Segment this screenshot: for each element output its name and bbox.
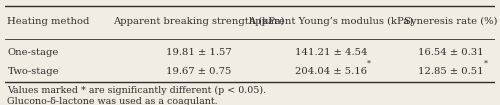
Text: Apparent breaking strength (kPa): Apparent breaking strength (kPa) — [113, 17, 284, 26]
Text: One-stage: One-stage — [8, 48, 59, 57]
Text: 16.54 ± 0.31: 16.54 ± 0.31 — [418, 48, 484, 57]
Text: Syneresis rate (%): Syneresis rate (%) — [404, 17, 498, 26]
Text: 12.85 ± 0.51: 12.85 ± 0.51 — [418, 67, 484, 76]
Text: Heating method: Heating method — [8, 17, 90, 26]
Text: 204.04 ± 5.16: 204.04 ± 5.16 — [295, 67, 367, 76]
Text: 141.21 ± 4.54: 141.21 ± 4.54 — [294, 48, 367, 57]
Text: Two-stage: Two-stage — [8, 67, 59, 76]
Text: Values marked * are significantly different (p < 0.05).: Values marked * are significantly differ… — [8, 85, 266, 95]
Text: 19.81 ± 1.57: 19.81 ± 1.57 — [166, 48, 232, 57]
Text: *: * — [484, 59, 488, 67]
Text: 19.67 ± 0.75: 19.67 ± 0.75 — [166, 67, 231, 76]
Text: Apparent Young’s modulus (kPa): Apparent Young’s modulus (kPa) — [248, 17, 414, 26]
Text: *: * — [367, 59, 371, 67]
Text: Glucono-δ-lactone was used as a coagulant.: Glucono-δ-lactone was used as a coagulan… — [8, 97, 218, 105]
